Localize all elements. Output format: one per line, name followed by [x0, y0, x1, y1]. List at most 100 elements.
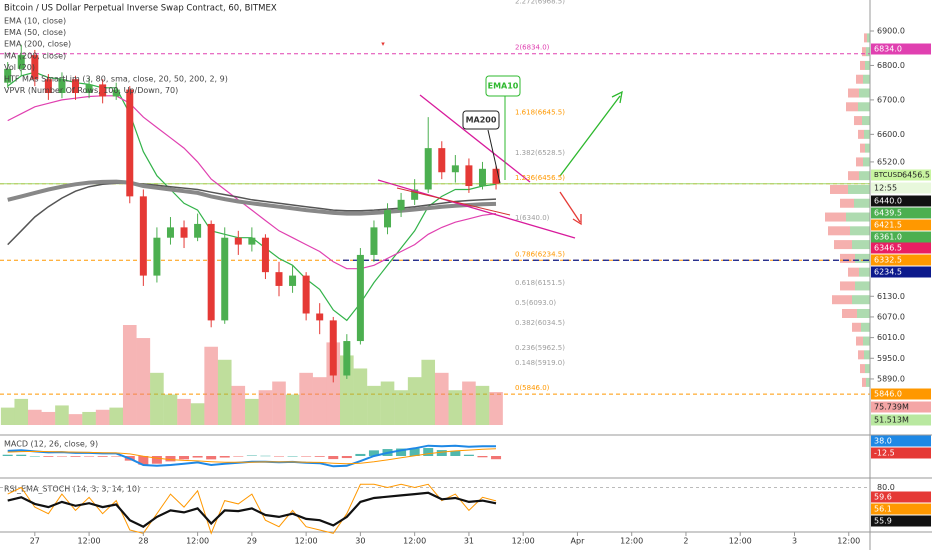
- vpvr: [825, 33, 870, 387]
- vpvr-up: [865, 364, 870, 374]
- vpvr-up: [858, 102, 870, 112]
- volume-bar: [55, 405, 69, 425]
- price-badge: [871, 242, 931, 254]
- macd-histogram: [273, 456, 284, 457]
- volume-bar: [82, 411, 96, 425]
- fib-labels: 2.272(6968.5) 2(6834.0) 1.618(6645.5) 1.382…: [515, 0, 565, 392]
- volume-bar: [0, 407, 15, 425]
- x-tick-label: 30: [355, 537, 365, 546]
- arrow-up: [559, 95, 621, 177]
- rsi-line: [7, 483, 497, 535]
- vpvr-down: [832, 295, 852, 305]
- x-tick-label: 2: [683, 537, 688, 546]
- macd-histogram: [111, 456, 122, 457]
- volume-bar: [448, 390, 463, 425]
- vpvr-down: [858, 350, 864, 360]
- price-badge: [871, 266, 931, 278]
- vpvr-down: [828, 226, 850, 236]
- y-tick-label: 5950.0: [877, 354, 905, 363]
- vpvr-down: [834, 240, 852, 250]
- fib-label: 0(5846.0): [515, 384, 550, 392]
- x-tick-label: 12:00: [837, 537, 860, 546]
- candle-body: [112, 89, 120, 97]
- candle-body: [316, 313, 324, 321]
- price-badge: [871, 43, 931, 55]
- volume-bar: [407, 377, 422, 425]
- candle-body: [451, 165, 459, 173]
- macd-histogram: [84, 456, 95, 457]
- candle-body: [194, 223, 202, 238]
- macd-histogram: [341, 456, 352, 459]
- vpvr-down: [860, 143, 865, 153]
- x-tick-label: 12:00: [403, 537, 426, 546]
- price-badge: [871, 182, 931, 194]
- badge-label: 6421.5: [874, 221, 902, 230]
- vpvr-down: [825, 212, 846, 222]
- annotation: MA200: [466, 116, 497, 125]
- candle-body: [384, 210, 392, 228]
- x-tick-label: 27: [30, 537, 40, 546]
- x-tick-label: 12:00: [295, 537, 318, 546]
- vpvr-up: [855, 281, 870, 291]
- fib-label: 0.786(6234.5): [515, 250, 565, 258]
- volume-bar: [394, 390, 408, 425]
- badge-label: -12.5: [874, 449, 895, 458]
- macd-histogram: [165, 456, 176, 462]
- badge-label: 6332.5: [874, 256, 902, 265]
- price-badge: [871, 401, 931, 413]
- vpvr-up: [855, 253, 870, 263]
- vpvr-down: [830, 184, 848, 194]
- fib-label: 1(6340.0): [515, 214, 550, 222]
- volume-bar: [163, 394, 178, 425]
- candle-body: [126, 89, 134, 197]
- volume-bar: [41, 411, 56, 425]
- vpvr-up: [852, 295, 870, 305]
- legend-entry: EMA (50, close): [4, 28, 66, 37]
- x-tick-label: 29: [247, 537, 257, 546]
- y-tick-label: 6130.0: [877, 292, 905, 301]
- badge-label: 5846.0: [874, 390, 902, 399]
- x-tick-label: 12:00: [78, 537, 101, 546]
- pane-legend: RSI_EMA_STOCH (14, 3, 3, 14, 10): [4, 485, 140, 494]
- vpvr-up: [852, 240, 870, 250]
- macd-histogram: [219, 456, 230, 458]
- candle-body: [329, 320, 337, 376]
- price-badge: [871, 219, 931, 231]
- legend-entry: VPVR (Number Of Rows, 100, Up/Down, 70): [4, 86, 178, 95]
- vpvr-up: [859, 88, 870, 98]
- vpvr-up: [865, 60, 870, 70]
- legend-entry: HTF MAs SmartLim (3, 80, sma, close, 20,…: [4, 75, 228, 84]
- x-tick-label: 28: [138, 537, 148, 546]
- candle-body: [166, 227, 174, 238]
- moving-average: [7, 182, 497, 246]
- badge-symbol: BTCUSD: [874, 171, 903, 179]
- volume-bar: [380, 381, 395, 425]
- badge-label: 55.9: [874, 517, 892, 526]
- x-tick-label: 31: [464, 537, 474, 546]
- fib-label: 0.618(6151.5): [515, 279, 565, 287]
- fib-label: 0.5(6093.0): [515, 299, 556, 307]
- vpvr-up: [862, 116, 870, 126]
- volume-bar: [434, 372, 449, 425]
- candle-body: [289, 275, 297, 286]
- volume-bar: [299, 372, 313, 425]
- macd-histogram: [396, 448, 407, 456]
- candle-body: [411, 189, 419, 200]
- volume-bar: [150, 372, 164, 425]
- candle-body: [153, 237, 161, 276]
- price-badge: [871, 207, 931, 219]
- candle-body: [234, 237, 242, 245]
- macd-histogram: [355, 453, 366, 456]
- badge-label: 75.739M: [874, 403, 909, 412]
- volume: [0, 325, 503, 425]
- candle-body: [58, 79, 66, 94]
- vpvr-up: [863, 157, 870, 167]
- price-badge: [871, 388, 931, 400]
- candle-body: [397, 199, 405, 211]
- fib-label: 1.236(6456.5): [515, 174, 565, 182]
- price-badge: [871, 169, 931, 181]
- y-tick-label: 6010.0: [877, 333, 905, 342]
- x-tick-label: 3: [792, 537, 797, 546]
